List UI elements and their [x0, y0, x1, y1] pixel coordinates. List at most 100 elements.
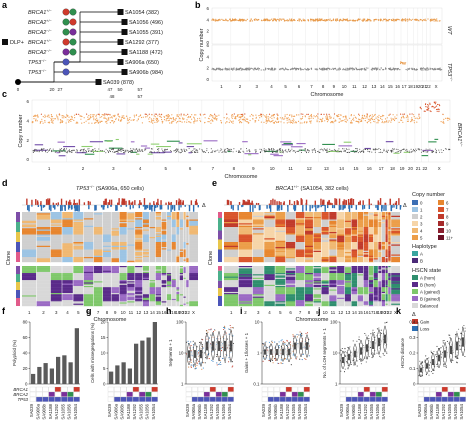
chromosome-tick-label: 4: [139, 166, 142, 171]
cn-point: [414, 151, 416, 153]
heatmap-cell: [73, 245, 84, 248]
heatmap-cell: [185, 222, 189, 224]
cn-point: [158, 148, 160, 150]
cn-point: [197, 149, 199, 151]
cn-point: [47, 116, 49, 118]
heatmap-cell: [185, 242, 189, 244]
cn-point: [374, 121, 376, 123]
cn-point: [217, 149, 219, 151]
heatmap-cell: [295, 250, 305, 253]
heatmap-cell: [224, 234, 239, 236]
cn-point: [233, 148, 235, 150]
heatmap-cell: [119, 225, 128, 228]
heatmap-cell: [119, 215, 128, 218]
heatmap-cell: [183, 296, 186, 298]
delta-bar: [125, 205, 128, 207]
cn-point: [276, 117, 279, 119]
cn-point: [342, 119, 344, 122]
cn-point: [156, 121, 158, 123]
cn-point: [355, 120, 358, 122]
heatmap-cell: [171, 239, 177, 241]
heatmap-cell: [134, 283, 143, 286]
heatmap-cell: [155, 269, 162, 271]
cn-point: [72, 149, 74, 151]
cn-point: [289, 20, 291, 22]
heatmap-cell: [127, 290, 135, 293]
cn-point: [367, 67, 369, 69]
delta-bar: [40, 203, 42, 205]
delta-bar: [311, 205, 314, 209]
heatmap-cell: [166, 252, 172, 254]
heatmap-cell: [102, 297, 112, 300]
cn-point: [206, 150, 208, 152]
cn-point: [90, 150, 92, 152]
cn-point: [183, 150, 185, 152]
cn-point: [327, 18, 329, 21]
heatmap-cell: [149, 253, 156, 255]
heatmap-cell: [93, 302, 103, 304]
heatmap-cell: [142, 269, 150, 271]
heatmap-cell: [83, 229, 94, 231]
heatmap-cell: [134, 275, 143, 277]
heatmap-cell: [22, 267, 37, 269]
heatmap-cell: [134, 277, 143, 280]
cn-point: [73, 149, 75, 151]
heatmap-cell: [83, 255, 94, 258]
heatmap-cell: [134, 258, 143, 260]
cn-point: [374, 151, 376, 153]
heatmap-cell: [119, 293, 128, 295]
heatmap-cell: [22, 234, 37, 236]
heatmap-cell: [119, 270, 128, 273]
heatmap-cell: [161, 249, 167, 251]
heatmap-cell: [102, 270, 112, 273]
cn-point: [228, 149, 230, 150]
heatmap-cell: [111, 290, 120, 293]
heatmap-cell: [36, 215, 51, 218]
heatmap-cell: [62, 255, 74, 258]
cn-point: [326, 118, 328, 120]
heatmap-cell: [36, 252, 51, 254]
heatmap-cell: [111, 273, 120, 275]
heatmap-cell: [62, 248, 74, 250]
heatmap-cell: [22, 214, 37, 216]
heatmap-cell: [62, 293, 74, 295]
cn-point: [254, 18, 256, 20]
cn-point: [36, 149, 37, 151]
cn-point: [294, 152, 296, 154]
cn-point: [258, 19, 260, 21]
clone-bar: [16, 282, 20, 290]
cn-point: [282, 150, 284, 152]
cn-point: [277, 118, 279, 120]
heatmap-cell: [295, 245, 305, 248]
heatmap-cell: [83, 247, 94, 249]
delta-bar: [173, 205, 176, 211]
chromosome-tick-label: 17: [379, 166, 384, 171]
chromosome-tick-label: 19: [400, 166, 405, 171]
cn-point: [367, 149, 369, 151]
heatmap-cell: [83, 288, 94, 290]
cn-point: [48, 150, 49, 152]
heatmap-cell: [36, 227, 51, 229]
heatmap-cell: [155, 224, 162, 226]
cn-point: [123, 152, 124, 153]
chromosome-tick-label: 15: [388, 84, 393, 89]
heatmap-cell: [171, 254, 177, 256]
heatmap-cell: [179, 214, 184, 216]
cn-point: [183, 114, 185, 116]
heatmap-cell: [155, 238, 162, 240]
cn-point: [104, 121, 107, 123]
heatmap-cell: [119, 297, 128, 300]
heatmap-cell: [183, 252, 186, 254]
heatmap-cell: [161, 300, 167, 302]
cn-point: [62, 115, 64, 117]
heatmap-cell: [93, 304, 103, 307]
cn-point: [385, 67, 387, 70]
cn-point: [294, 150, 296, 152]
heatmap-cell: [155, 282, 162, 284]
cn-point: [245, 20, 247, 22]
cn-point: [264, 115, 266, 117]
heatmap-cell: [119, 235, 128, 238]
heatmap-cell: [183, 230, 186, 233]
cn-point: [364, 18, 366, 20]
heatmap-cell: [238, 252, 253, 254]
